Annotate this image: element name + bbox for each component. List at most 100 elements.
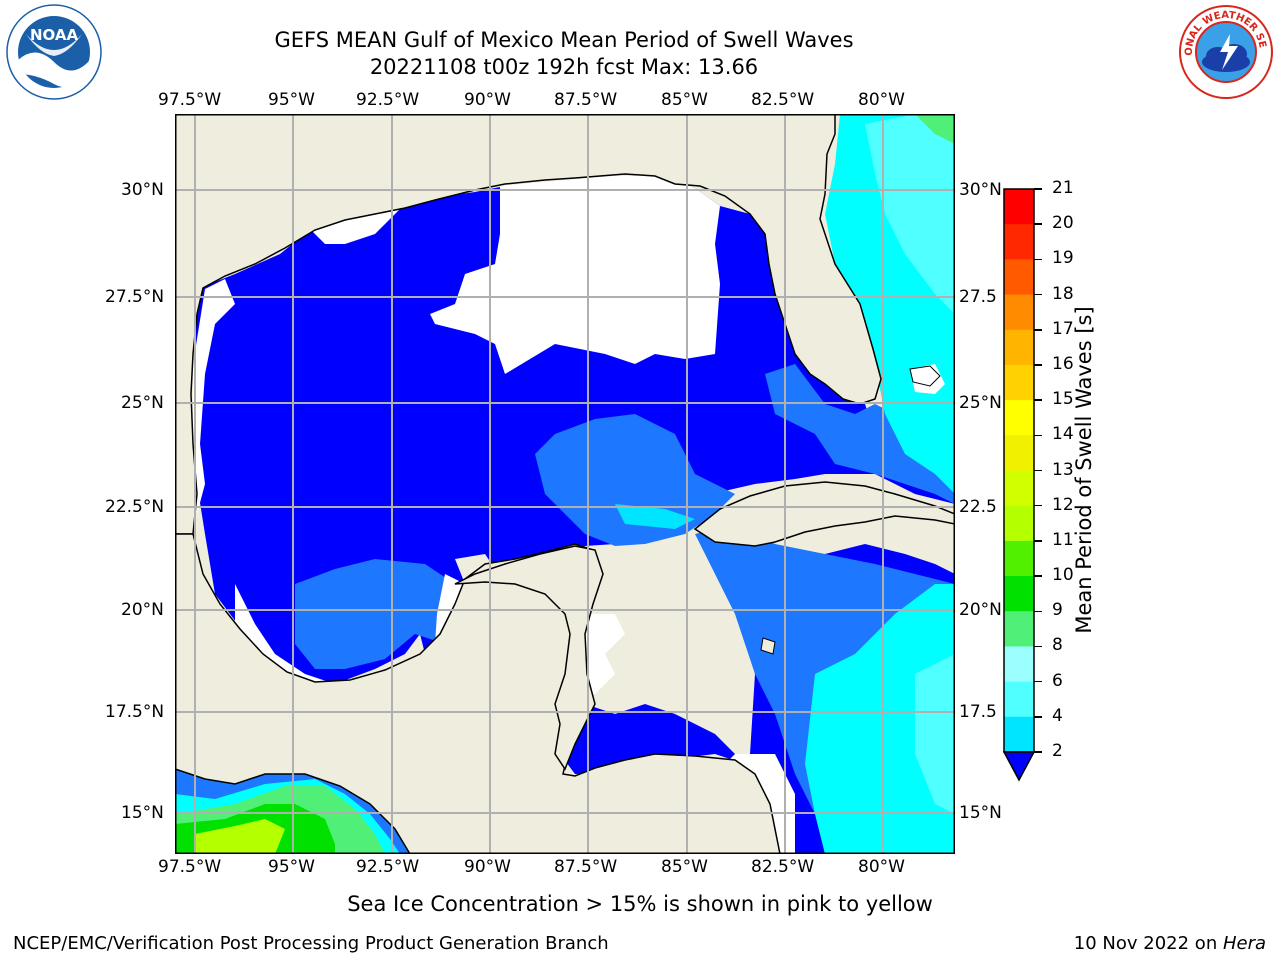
- lon-label-top: 82.5°W: [751, 90, 815, 110]
- swell-patch-mid: [295, 559, 460, 669]
- colorbar-tick-label: 17: [1052, 318, 1074, 339]
- masked-shelf: [430, 176, 720, 374]
- colorbar-band: [1004, 435, 1034, 471]
- colorbar-tick: [1034, 540, 1042, 542]
- lon-label-bottom: 90°W: [464, 857, 511, 877]
- lat-label-right: 25°N: [959, 393, 1002, 413]
- colorbar-tick-label: 11: [1052, 529, 1074, 550]
- colorbar-tick-label: 2: [1052, 741, 1063, 761]
- swell-patch-mid: [535, 414, 735, 546]
- lat-label-right: 17.5: [959, 702, 997, 722]
- colorbar-tick: [1034, 575, 1042, 577]
- pacific-swell-yellowgreen: [195, 819, 285, 854]
- colorbar-tick: [1034, 188, 1042, 190]
- colorbar-tick: [1034, 399, 1042, 401]
- chart-title: GEFS MEAN Gulf of Mexico Mean Period of …: [274, 28, 854, 52]
- map-frame: [175, 114, 955, 854]
- footer-date-text: 10 Nov 2022 on: [1073, 933, 1223, 954]
- colorbar-tick: [1034, 293, 1042, 296]
- lon-label-bottom: 97.5°W: [158, 857, 222, 877]
- masked-shelf: [193, 279, 235, 514]
- lat-label-left: 20°N: [121, 600, 164, 620]
- swell-patch-cyan: [615, 504, 695, 529]
- colorbar-band: [1004, 576, 1034, 612]
- swell-patch-green: [915, 114, 955, 144]
- colorbar-tick-label: 21: [1052, 178, 1074, 198]
- colorbar-band: [1004, 364, 1034, 401]
- chart-subtitle: 20221108 t00z 192h fcst Max: 13.66: [369, 55, 759, 79]
- colorbar-tick: [1034, 504, 1042, 507]
- colorbar-tick-label: 12: [1052, 494, 1074, 515]
- colorbar-band: [1004, 470, 1034, 507]
- lon-label-bottom: 95°W: [268, 857, 315, 877]
- colorbar-tick: [1034, 469, 1042, 472]
- colorbar-band: [1004, 329, 1034, 366]
- lat-label-left: 25°N: [121, 393, 164, 413]
- colorbar-tick: [1034, 610, 1042, 612]
- colorbar-band: [1004, 294, 1034, 331]
- map-canvas: [175, 114, 955, 854]
- colorbar-band: [1004, 224, 1034, 260]
- lon-label-top: 92.5°W: [356, 90, 420, 110]
- lat-label-right: 15°N: [959, 803, 1002, 823]
- lon-label-bottom: 80°W: [858, 857, 905, 877]
- map-gridlines: [175, 114, 955, 854]
- colorbar-band: [1004, 189, 1034, 225]
- colorbar-tick-label: 14: [1052, 424, 1074, 445]
- lon-label-top: 90°W: [464, 90, 511, 110]
- colorbar-tick: [1034, 364, 1042, 366]
- masked-shelf: [305, 204, 405, 244]
- lat-label-left: 27.5°N: [105, 287, 165, 307]
- lat-label-left: 17.5°N: [105, 702, 165, 722]
- noaa-logo-text: NOAA: [30, 26, 79, 44]
- colorbar-tick-label: 13: [1052, 459, 1074, 480]
- colorbar-tick: [1034, 434, 1042, 437]
- colorbar-tick: [1034, 329, 1042, 331]
- lon-label-bottom: 87.5°W: [554, 857, 618, 877]
- colorbar-tick-label: 6: [1052, 670, 1063, 691]
- colorbar-extend-triangle: [1002, 751, 1036, 782]
- colorbar-tick-label: 15: [1052, 389, 1074, 410]
- colorbar-tick: [1034, 258, 1042, 261]
- colorbar-tick: [1034, 223, 1042, 225]
- lon-label-bottom: 85°W: [661, 857, 708, 877]
- colorbar-tick-label: 19: [1052, 248, 1074, 269]
- lat-label-left: 22.5°N: [105, 497, 165, 517]
- colorbar-tick: [1034, 751, 1042, 753]
- colorbar-tick: [1034, 716, 1042, 718]
- colorbar-tick-label: 20: [1052, 213, 1074, 234]
- colorbar-tick-label: 9: [1052, 600, 1063, 621]
- colorbar-band: [1004, 259, 1034, 296]
- lat-label-left: 30°N: [121, 180, 164, 200]
- colorbar-tick-label: 8: [1052, 635, 1063, 656]
- nws-logo-icon: NATIONAL WEATHER SERVICE: [1178, 4, 1273, 99]
- lon-label-top: 97.5°W: [158, 90, 222, 110]
- lon-label-top: 95°W: [268, 90, 315, 110]
- lat-label-right: 20°N: [959, 600, 1002, 620]
- land-island: [760, 637, 776, 655]
- lon-label-bottom: 82.5°W: [751, 857, 815, 877]
- colorbar-label: Mean Period of Swell Waves [s]: [1072, 306, 1096, 634]
- lat-label-right: 27.5: [959, 287, 997, 307]
- footer-date: 10 Nov 2022 on Hera: [1074, 933, 1266, 954]
- land-cuba: [693, 481, 955, 547]
- colorbar-tick: [1034, 680, 1042, 683]
- colorbar-band: [1004, 400, 1034, 436]
- colorbar-band: [1004, 611, 1034, 647]
- colorbar-band: [1004, 540, 1034, 577]
- colorbar-tick-label: 10: [1052, 565, 1074, 586]
- noaa-logo-icon: NOAA: [6, 4, 102, 100]
- lon-label-top: 80°W: [858, 90, 905, 110]
- colorbar-tick-label: 4: [1052, 705, 1063, 726]
- swell-patch-light: [865, 114, 955, 314]
- footer-credit: NCEP/EMC/Verification Post Processing Pr…: [13, 933, 609, 954]
- lon-label-top: 87.5°W: [554, 90, 618, 110]
- sea-ice-note: Sea Ice Concentration > 15% is shown in …: [347, 892, 933, 916]
- colorbar-tick-label: 16: [1052, 353, 1074, 374]
- colorbar-tick-label: 18: [1052, 283, 1074, 304]
- lon-label-top: 85°W: [661, 90, 708, 110]
- colorbar-band: [1004, 646, 1034, 683]
- lat-label-right: 22.5: [959, 497, 997, 517]
- swell-patch-light: [915, 654, 955, 814]
- footer-host: Hera: [1222, 933, 1266, 954]
